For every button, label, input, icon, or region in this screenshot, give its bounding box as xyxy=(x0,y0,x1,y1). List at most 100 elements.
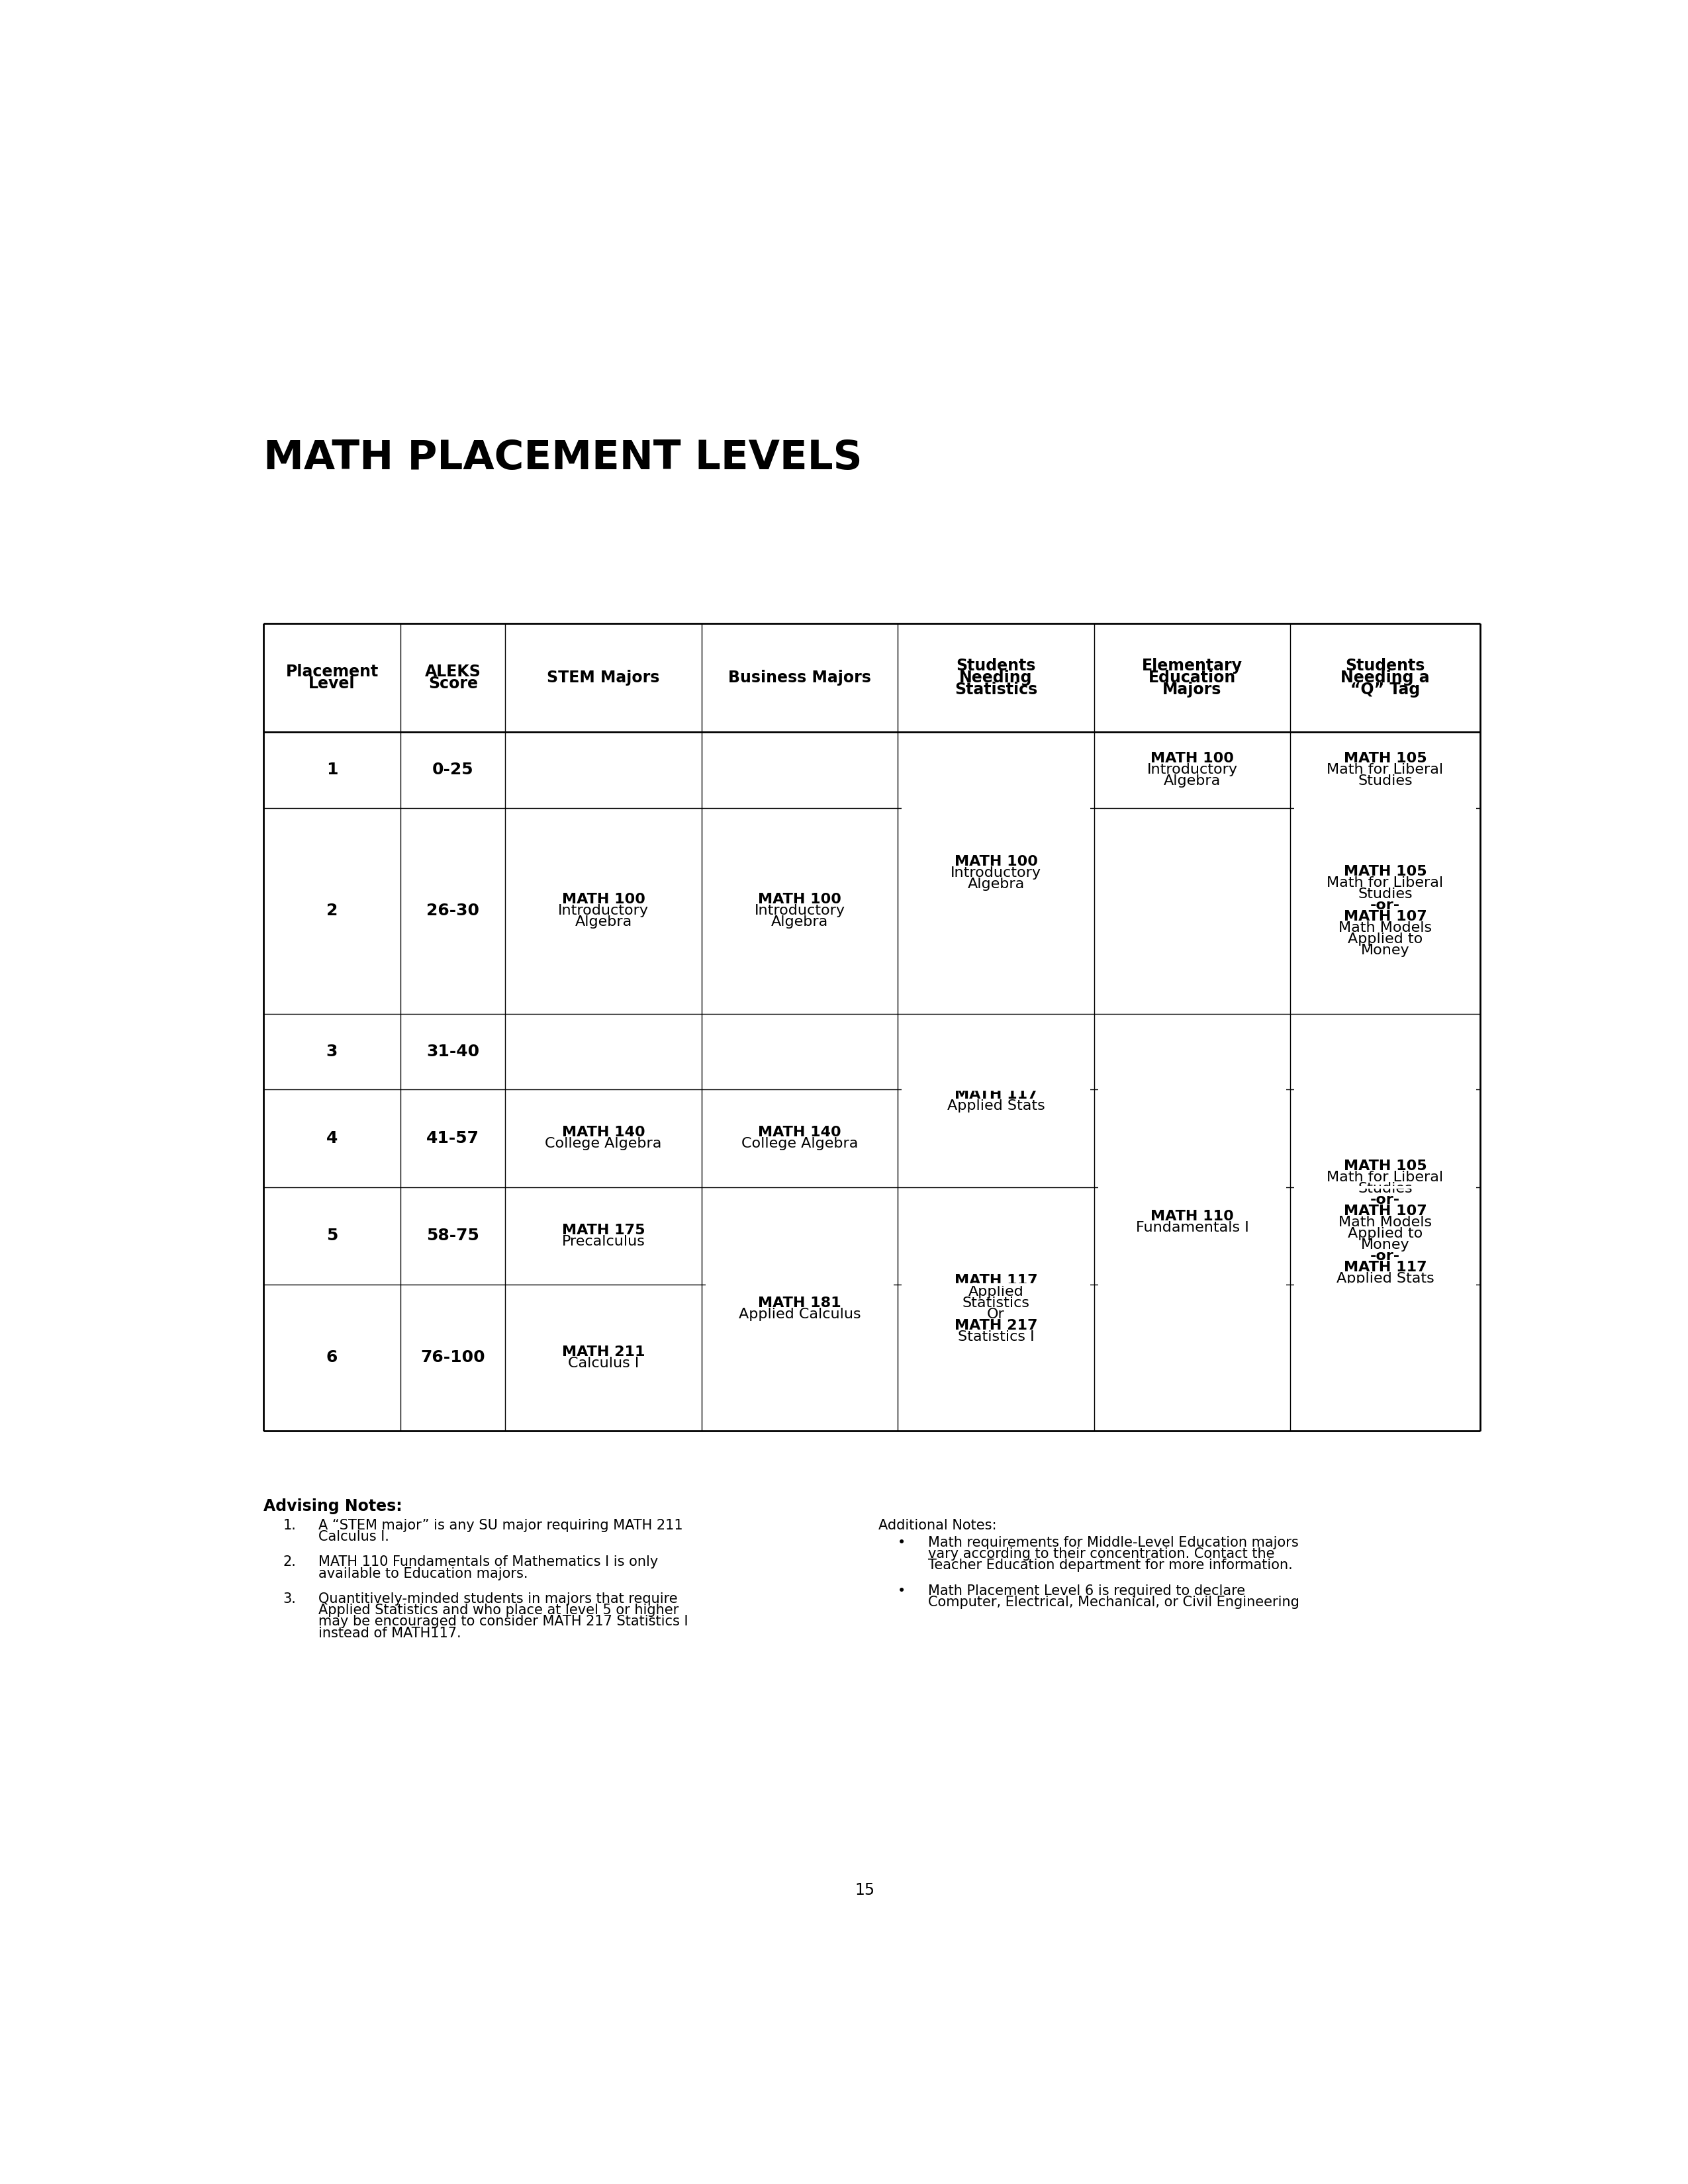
Text: -or-: -or- xyxy=(1371,1192,1399,1206)
Text: Math Models: Math Models xyxy=(1339,922,1431,935)
Text: Money: Money xyxy=(1361,943,1409,957)
Text: instead of MATH117.: instead of MATH117. xyxy=(319,1627,461,1640)
Text: Calculus I: Calculus I xyxy=(567,1356,640,1369)
Text: Students: Students xyxy=(955,657,1036,675)
Text: 3.: 3. xyxy=(284,1592,295,1605)
Text: MATH 140: MATH 140 xyxy=(758,1127,841,1140)
Text: 41-57: 41-57 xyxy=(427,1131,479,1147)
Text: Algebra: Algebra xyxy=(1163,775,1220,788)
Text: Computer, Electrical, Mechanical, or Civil Engineering: Computer, Electrical, Mechanical, or Civ… xyxy=(928,1597,1300,1610)
Text: MATH 105: MATH 105 xyxy=(1344,1160,1426,1173)
Text: 4: 4 xyxy=(326,1131,338,1147)
Text: ALEKS: ALEKS xyxy=(425,664,481,679)
Text: STEM Majors: STEM Majors xyxy=(547,670,660,686)
Text: 1: 1 xyxy=(326,762,338,778)
Text: Education: Education xyxy=(1148,670,1236,686)
Text: -or-: -or- xyxy=(1371,898,1399,911)
Text: Calculus I.: Calculus I. xyxy=(319,1531,388,1544)
Text: College Algebra: College Algebra xyxy=(741,1138,858,1151)
Text: Math for Liberal: Math for Liberal xyxy=(1327,762,1443,778)
Text: MATH 100: MATH 100 xyxy=(562,893,645,906)
Text: Majors: Majors xyxy=(1163,681,1222,697)
Text: -or-: -or- xyxy=(1371,1249,1399,1262)
Text: MATH 100: MATH 100 xyxy=(1151,751,1234,764)
Text: Or: Or xyxy=(987,1308,1004,1321)
Text: MATH 117: MATH 117 xyxy=(1344,1260,1426,1273)
Text: MATH 181: MATH 181 xyxy=(758,1297,841,1310)
Text: Applied: Applied xyxy=(969,1286,1023,1299)
Text: 5: 5 xyxy=(326,1227,338,1243)
Text: 15: 15 xyxy=(856,1883,874,1898)
Text: MATH 117: MATH 117 xyxy=(954,1273,1038,1286)
Text: vary according to their concentration. Contact the: vary according to their concentration. C… xyxy=(928,1548,1274,1562)
Text: A “STEM major” is any SU major requiring MATH 211: A “STEM major” is any SU major requiring… xyxy=(319,1518,682,1531)
Text: available to Education majors.: available to Education majors. xyxy=(319,1566,528,1581)
Text: Quantitively-minded students in majors that require: Quantitively-minded students in majors t… xyxy=(319,1592,677,1605)
Text: College Algebra: College Algebra xyxy=(545,1138,662,1151)
Text: MATH 140: MATH 140 xyxy=(562,1127,645,1140)
Text: 2: 2 xyxy=(326,902,338,919)
Text: MATH 175: MATH 175 xyxy=(562,1223,645,1236)
Text: Business Majors: Business Majors xyxy=(728,670,871,686)
Text: Needing a: Needing a xyxy=(1340,670,1430,686)
Text: Advising Notes:: Advising Notes: xyxy=(263,1498,402,1514)
Text: Applied Stats: Applied Stats xyxy=(1337,1271,1435,1284)
Text: Math Placement Level 6 is required to declare: Math Placement Level 6 is required to de… xyxy=(928,1583,1246,1597)
Text: Introductory: Introductory xyxy=(1146,762,1237,778)
Text: 0-25: 0-25 xyxy=(432,762,474,778)
Text: MATH 100: MATH 100 xyxy=(954,854,1038,869)
Text: Money: Money xyxy=(1361,1238,1409,1251)
Text: Introductory: Introductory xyxy=(950,867,1041,880)
Text: 3: 3 xyxy=(326,1044,338,1059)
Text: •: • xyxy=(898,1535,906,1548)
Text: MATH PLACEMENT LEVELS: MATH PLACEMENT LEVELS xyxy=(263,439,863,478)
Text: Additional Notes:: Additional Notes: xyxy=(878,1518,996,1531)
Text: Teacher Education department for more information.: Teacher Education department for more in… xyxy=(928,1559,1293,1572)
Text: 26-30: 26-30 xyxy=(427,902,479,919)
Text: Introductory: Introductory xyxy=(559,904,648,917)
Text: Applied Statistics and who place at level 5 or higher: Applied Statistics and who place at leve… xyxy=(319,1603,679,1616)
Text: Applied Stats: Applied Stats xyxy=(947,1099,1045,1112)
Text: Studies: Studies xyxy=(1357,775,1413,788)
Text: Applied Calculus: Applied Calculus xyxy=(739,1308,861,1321)
Text: MATH 211: MATH 211 xyxy=(562,1345,645,1358)
Text: “Q” Tag: “Q” Tag xyxy=(1350,681,1420,697)
Text: 58-75: 58-75 xyxy=(427,1227,479,1243)
Text: Score: Score xyxy=(429,675,478,692)
Text: MATH 110: MATH 110 xyxy=(1151,1210,1234,1223)
Text: Needing: Needing xyxy=(959,670,1033,686)
Text: MATH 107: MATH 107 xyxy=(1344,911,1426,924)
Text: Elementary: Elementary xyxy=(1141,657,1242,675)
Text: MATH 105: MATH 105 xyxy=(1344,865,1426,878)
Text: Algebra: Algebra xyxy=(967,878,1025,891)
Text: Studies: Studies xyxy=(1357,887,1413,900)
Text: 1.: 1. xyxy=(284,1518,295,1531)
Text: Statistics I: Statistics I xyxy=(957,1330,1035,1343)
Text: MATH 100: MATH 100 xyxy=(758,893,841,906)
Text: Level: Level xyxy=(309,675,356,692)
Text: may be encouraged to consider MATH 217 Statistics I: may be encouraged to consider MATH 217 S… xyxy=(319,1616,689,1629)
Text: Precalculus: Precalculus xyxy=(562,1234,645,1247)
Text: MATH 217: MATH 217 xyxy=(954,1319,1038,1332)
Text: Students: Students xyxy=(1345,657,1425,675)
Text: MATH 110 Fundamentals of Mathematics I is only: MATH 110 Fundamentals of Mathematics I i… xyxy=(319,1555,658,1568)
Text: Math requirements for Middle-Level Education majors: Math requirements for Middle-Level Educa… xyxy=(928,1535,1298,1548)
Text: Math for Liberal: Math for Liberal xyxy=(1327,1171,1443,1184)
Text: Statistics: Statistics xyxy=(954,681,1038,697)
Text: 6: 6 xyxy=(326,1350,338,1365)
Text: MATH 107: MATH 107 xyxy=(1344,1203,1426,1219)
Text: Math Models: Math Models xyxy=(1339,1216,1431,1230)
Text: MATH 105: MATH 105 xyxy=(1344,751,1426,764)
Text: 2.: 2. xyxy=(284,1555,295,1568)
Text: Statistics: Statistics xyxy=(962,1297,1030,1310)
Text: Applied to: Applied to xyxy=(1347,933,1423,946)
Text: •: • xyxy=(898,1583,906,1597)
Text: Studies: Studies xyxy=(1357,1182,1413,1195)
Text: Math for Liberal: Math for Liberal xyxy=(1327,876,1443,889)
Text: Applied to: Applied to xyxy=(1347,1227,1423,1241)
Text: 31-40: 31-40 xyxy=(427,1044,479,1059)
Text: 76-100: 76-100 xyxy=(420,1350,486,1365)
Text: Algebra: Algebra xyxy=(771,915,829,928)
Text: Fundamentals I: Fundamentals I xyxy=(1136,1221,1249,1234)
Text: Algebra: Algebra xyxy=(576,915,631,928)
